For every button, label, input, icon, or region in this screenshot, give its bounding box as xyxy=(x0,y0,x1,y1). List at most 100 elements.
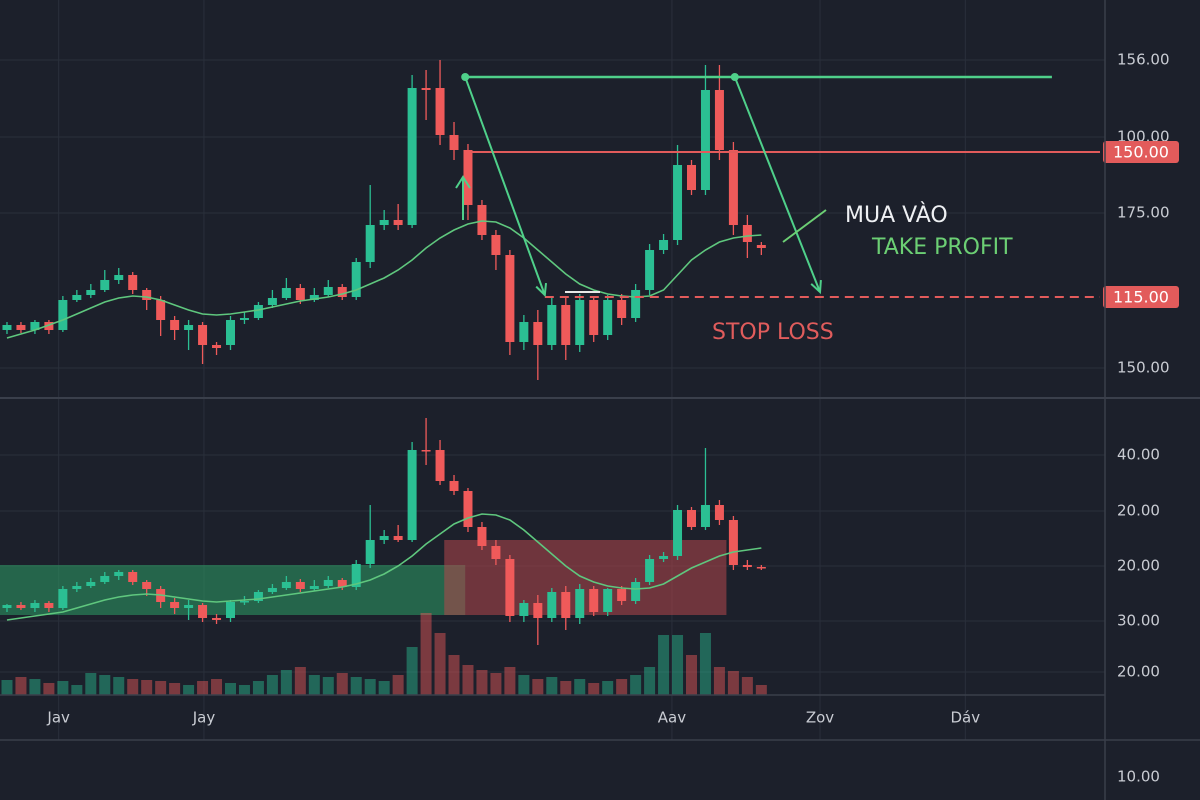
candle-body xyxy=(728,150,738,225)
volume-bar xyxy=(197,681,209,695)
plot: Jav Jay Aav Zov Dáv156.00100.00175.00150.001… xyxy=(0,0,1179,740)
volume-bar xyxy=(266,675,278,695)
y-tick-label: 10.00 xyxy=(1117,768,1160,786)
volume-bar xyxy=(85,673,97,695)
candle-body xyxy=(30,322,40,330)
candle-body xyxy=(659,556,669,559)
candle-body xyxy=(128,572,138,582)
volume-bar xyxy=(350,677,362,695)
price-tag-label: 115.00 xyxy=(1113,288,1169,307)
y-tick-label: 156.00 xyxy=(1117,51,1170,69)
x-tick-label: Aav xyxy=(658,709,686,727)
volume-bar xyxy=(685,655,697,695)
arrow-dot xyxy=(461,73,470,81)
volume-bar xyxy=(378,681,390,695)
volume-bar xyxy=(490,673,502,695)
candle-body xyxy=(700,90,710,190)
y-tick-label: 20.00 xyxy=(1117,557,1160,575)
candle-body xyxy=(519,603,529,616)
candle-body xyxy=(267,588,277,592)
volume-bar xyxy=(727,671,739,695)
candle-body xyxy=(714,505,724,520)
candle-body xyxy=(477,205,487,235)
candle-body xyxy=(603,589,613,612)
volume-bar xyxy=(755,685,767,695)
y-tick-label: 30.00 xyxy=(1117,612,1160,630)
candle-body xyxy=(44,322,54,330)
candle-body xyxy=(449,135,459,150)
candle-body xyxy=(365,225,375,262)
candle-body xyxy=(351,564,361,587)
candle-body xyxy=(212,345,222,348)
candle-body xyxy=(2,605,12,608)
candle-body xyxy=(575,589,585,618)
candle-body xyxy=(198,325,208,345)
volume-bar xyxy=(322,677,334,695)
volume-bar xyxy=(113,677,125,695)
volume-bar xyxy=(1,680,13,695)
x-tick-label: Jay xyxy=(192,709,216,727)
candle-body xyxy=(225,602,235,618)
candle-body xyxy=(728,520,738,565)
candle-body xyxy=(281,288,291,298)
volume-bar xyxy=(155,681,167,695)
candle-body xyxy=(742,565,752,567)
volume-bar xyxy=(672,635,684,695)
candle-body xyxy=(281,582,291,588)
candle-body xyxy=(114,572,124,576)
annotation: STOP LOSS xyxy=(712,320,834,345)
candle-body xyxy=(212,618,222,620)
arrow xyxy=(733,76,821,293)
candle-body xyxy=(673,510,683,556)
candle-body xyxy=(673,165,683,240)
volume-bar xyxy=(532,679,544,695)
arrow-head xyxy=(535,282,548,298)
arrow-head xyxy=(810,279,822,295)
candle-body xyxy=(393,220,403,225)
candle-body xyxy=(533,603,543,618)
candle-body xyxy=(519,322,529,342)
candle-body xyxy=(114,275,124,280)
volume-bar xyxy=(560,681,572,695)
candle-body xyxy=(225,320,235,345)
candle-body xyxy=(72,295,82,300)
candle-body xyxy=(58,300,68,330)
candle-body xyxy=(100,280,110,290)
candle-body xyxy=(100,576,110,582)
candle-body xyxy=(128,275,138,290)
volume-bar xyxy=(658,635,670,695)
y-tick-label: 20.00 xyxy=(1117,502,1160,520)
candle-body xyxy=(575,300,585,345)
volume-bar xyxy=(476,670,488,695)
candle-body xyxy=(714,90,724,150)
candle-body xyxy=(295,288,305,300)
volume-bar xyxy=(252,681,264,695)
candle-body xyxy=(686,510,696,527)
candle-body xyxy=(589,589,599,612)
candle-body xyxy=(700,505,710,527)
candle-body xyxy=(659,240,669,250)
candle-body xyxy=(295,582,305,589)
candle-body xyxy=(463,150,473,205)
volume-bar xyxy=(644,667,656,695)
x-tick-label: Zov xyxy=(806,709,834,727)
candle-body xyxy=(631,582,641,601)
candle-body xyxy=(142,290,152,300)
candle-body xyxy=(253,592,263,601)
arrow-dot xyxy=(730,73,739,81)
zone xyxy=(444,540,727,615)
volume-bar xyxy=(141,680,153,695)
y-tick-label: 175.00 xyxy=(1117,204,1170,222)
candle-body xyxy=(477,527,487,546)
candle-body xyxy=(309,295,319,300)
candle-body xyxy=(337,580,347,587)
volume-bar xyxy=(420,613,432,695)
candle-body xyxy=(16,325,26,330)
candle-body xyxy=(30,603,40,608)
candle-body xyxy=(365,540,375,564)
volume-bar xyxy=(238,685,250,695)
volume-bar xyxy=(616,679,628,695)
candle-body xyxy=(645,559,655,582)
